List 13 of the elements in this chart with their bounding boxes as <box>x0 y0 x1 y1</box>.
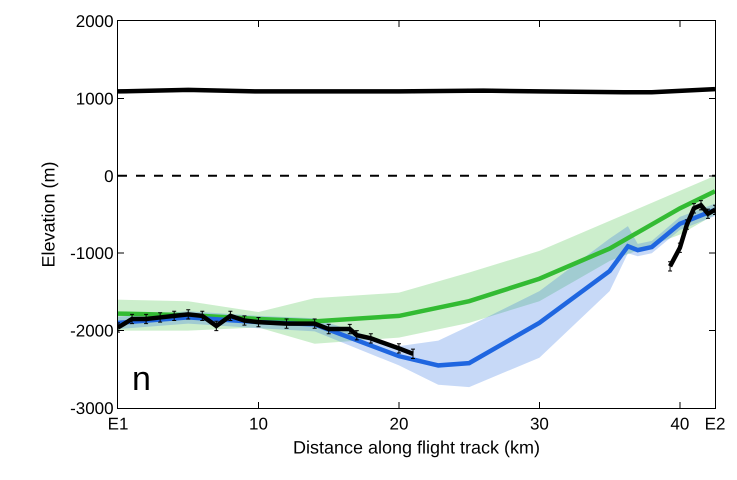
annotation: n <box>132 360 151 398</box>
x-tick-label: 30 <box>530 414 549 434</box>
x-tick-label: 10 <box>249 414 268 434</box>
x-tick-label: 20 <box>389 414 408 434</box>
y-tick-label: 2000 <box>76 12 114 31</box>
y-axis-title: Elevation (m) <box>38 161 58 268</box>
y-tick-label: -1000 <box>70 244 114 264</box>
y-tick-label: -2000 <box>70 322 114 341</box>
x-tick-label: 40 <box>670 414 690 434</box>
y-tick-label: 0 <box>104 166 114 186</box>
x-tick-label: E2 <box>704 414 726 434</box>
y-tick-label: 1000 <box>76 89 114 108</box>
x-axis-title: Distance along flight track (km) <box>292 438 540 458</box>
